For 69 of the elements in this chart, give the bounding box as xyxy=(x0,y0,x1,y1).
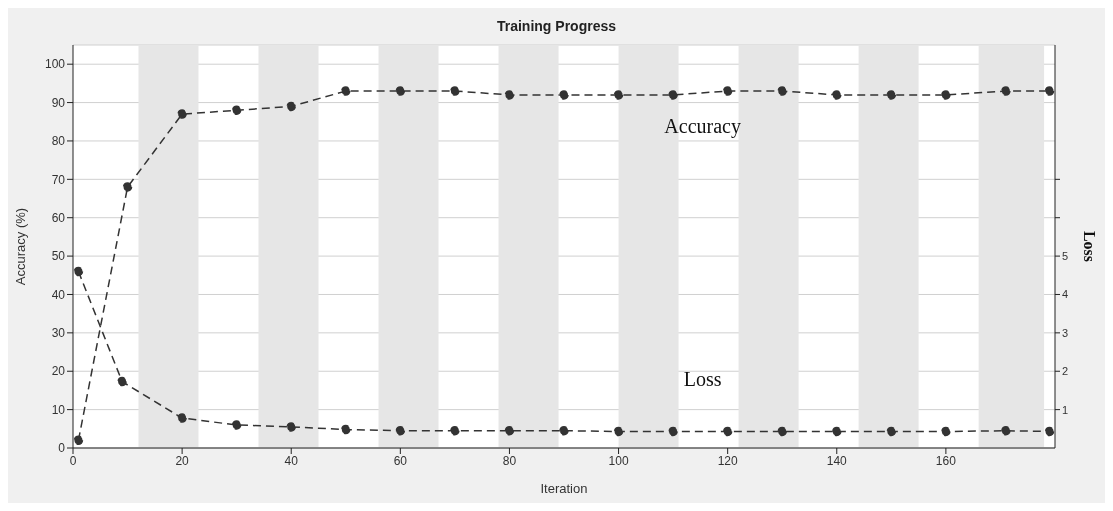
point xyxy=(559,90,569,100)
point xyxy=(504,90,515,100)
y-tick-label: 0 xyxy=(58,441,66,456)
point xyxy=(117,376,127,387)
point xyxy=(177,413,187,423)
point xyxy=(777,426,787,437)
point xyxy=(450,425,460,436)
y-tick-label: 20 xyxy=(51,364,66,379)
x-tick-label: 60 xyxy=(393,453,408,468)
point xyxy=(832,90,842,100)
point xyxy=(395,425,406,436)
point xyxy=(122,182,133,192)
x-tick-label: 40 xyxy=(284,453,299,468)
point xyxy=(886,426,897,437)
y-tick-label: 90 xyxy=(51,95,66,110)
point xyxy=(941,90,951,100)
point xyxy=(559,425,569,436)
x-tick-label: 20 xyxy=(175,453,190,468)
point xyxy=(722,426,733,437)
y2-tick-label: 3 xyxy=(1062,326,1069,339)
x-tick-label: 160 xyxy=(935,453,957,468)
y-axis-title: Accuracy (%) xyxy=(12,207,28,286)
point xyxy=(73,266,84,277)
point xyxy=(832,426,842,437)
y2-tick-label: 1 xyxy=(1062,403,1069,416)
point xyxy=(286,422,296,432)
y-tick-label: 30 xyxy=(51,326,66,341)
point xyxy=(1001,425,1011,436)
point xyxy=(1044,426,1055,437)
point xyxy=(341,86,351,96)
x-tick-label: 120 xyxy=(717,453,738,468)
x-tick-label: 140 xyxy=(826,453,848,468)
chart-title: Training Progress xyxy=(495,18,617,34)
point xyxy=(1044,86,1055,96)
x-tick-label: 80 xyxy=(502,453,517,468)
point xyxy=(231,105,242,115)
y2-tick-label: 2 xyxy=(1062,365,1069,378)
y2-axis-title: Loss xyxy=(1081,230,1099,263)
y-tick-label: 50 xyxy=(51,249,66,264)
point xyxy=(395,86,406,96)
series-label: Loss xyxy=(683,368,722,391)
point xyxy=(722,86,733,96)
point xyxy=(231,420,242,430)
point xyxy=(941,426,951,437)
point xyxy=(668,90,678,100)
x-axis-title: Iteration xyxy=(540,481,588,496)
y-tick-label: 100 xyxy=(44,57,66,72)
y2-tick-label: 4 xyxy=(1062,288,1069,301)
point xyxy=(504,425,515,436)
point xyxy=(613,90,624,100)
point xyxy=(177,109,187,119)
y2-tick-label: 5 xyxy=(1062,250,1069,262)
y-tick-label: 70 xyxy=(51,172,66,187)
y-tick-label: 80 xyxy=(51,134,66,149)
x-tick-label: 100 xyxy=(608,453,629,468)
y-tick-label: 10 xyxy=(51,402,66,417)
point xyxy=(613,426,624,437)
point xyxy=(1001,86,1011,96)
point xyxy=(450,86,460,96)
point xyxy=(886,90,897,100)
x-tick-label: 0 xyxy=(69,453,77,468)
point xyxy=(286,101,296,112)
point xyxy=(668,426,678,437)
series-label: Accuracy xyxy=(664,114,741,138)
point xyxy=(73,435,84,446)
y-tick-label: 40 xyxy=(51,287,66,302)
point xyxy=(777,86,787,96)
y-tick-label: 60 xyxy=(51,210,66,225)
point xyxy=(341,424,351,435)
